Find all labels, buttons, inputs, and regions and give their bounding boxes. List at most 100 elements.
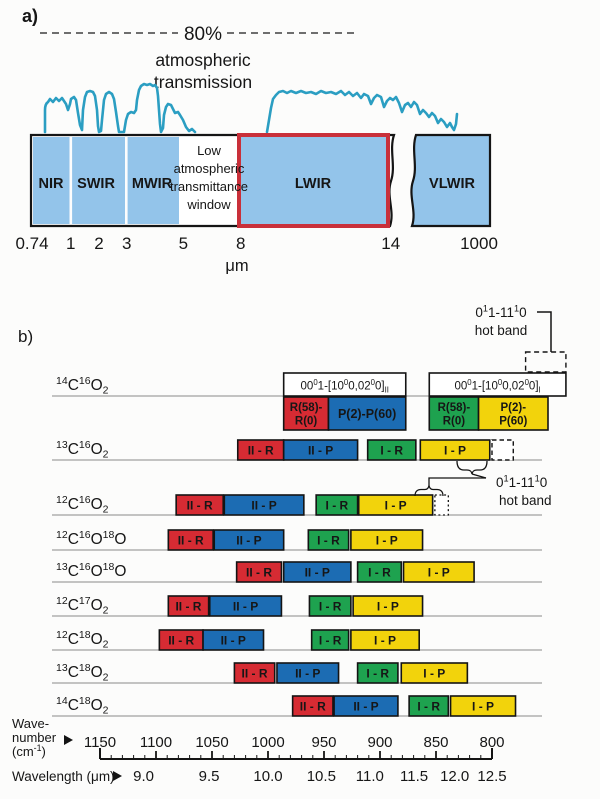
transmission-note-line1: atmospheric [155, 50, 251, 70]
band-bar-label: II - R [168, 633, 194, 647]
band-label-vlwir: VLWIR [429, 176, 475, 192]
wavenumber-tick-label: 1150 [84, 734, 116, 751]
band-labels: NIR SWIR MWIR LWIR VLWIR [39, 176, 476, 192]
band-bar-label: I - P [377, 599, 399, 613]
band-bar-label: P(2)- [500, 402, 526, 414]
wavelength-tick-label: 12.5 [477, 768, 506, 785]
arrow-right-icon [113, 771, 122, 781]
band-bar-I-P [350, 629, 421, 651]
wavenumber-tick-label: 1000 [251, 734, 284, 751]
hot-band-connector-row2 [471, 473, 487, 479]
band-bar-II-R [235, 561, 283, 583]
wavenumber-tick-label: 1050 [195, 734, 228, 751]
wavelength-tick-label: 5 [179, 234, 188, 253]
band-label-nir: NIR [39, 176, 65, 192]
band-bar-label: R(58)- [438, 402, 471, 414]
wavenumber-axis-title: Wave- [12, 716, 49, 731]
isotope-row: 13C16O18O II - R II - P I - R I - P [52, 561, 542, 583]
wavenumber-tick-label: 950 [311, 734, 336, 751]
isotope-row: 12C16O2 II - R II - P I - R I - P [52, 494, 542, 516]
band-bar-label: II - P [221, 633, 246, 647]
band-bar-label: II - P [251, 498, 276, 512]
band-bar-label: I - R [380, 443, 403, 457]
isotope-row: 13C16O2 II - R II - P I - R I - P [52, 439, 542, 461]
band-bar-I-R [356, 561, 403, 583]
band-bar-I-P [402, 561, 475, 583]
band-bar-II-P [333, 695, 399, 717]
transmission-curve-right [265, 89, 459, 134]
band-bar-I-R [366, 439, 417, 461]
hot-band-annotations: 011-1110 hot band 011-1110 hot band [414, 304, 552, 508]
hot-band-mid-line1: 011-1110 [496, 474, 547, 490]
band-bar-label: II - P [295, 666, 320, 680]
hot-band-dotted-extension [434, 494, 449, 516]
band-bar-label: I - P [444, 443, 466, 457]
wavenumber-tick-label: 900 [367, 734, 392, 751]
band-bar-label: P(60) [499, 416, 527, 428]
wavelength-tick-label: 1000 [460, 234, 498, 253]
band-bar-I-P [350, 529, 424, 551]
band-bar-II-R [167, 529, 214, 551]
band-divider-nir-swir [69, 137, 73, 224]
band-bar-label: II - R [175, 599, 201, 613]
band-bar-label: R(0) [295, 416, 318, 428]
band-bar-I-P [352, 595, 424, 617]
hot-band-top-line2: hot band [475, 323, 528, 338]
band-bar-label: I - R [417, 699, 440, 713]
band-fill-nir-swir-mwir [33, 137, 179, 224]
band-bar-label: II - R [300, 699, 326, 713]
band-bar-label: II - P [236, 533, 261, 547]
vibrational-transition-box [428, 372, 567, 397]
isotope-label: 14C16O2 [56, 375, 109, 397]
transmission-note-line2: transmission [154, 72, 252, 92]
band-bar-label: II - R [187, 498, 213, 512]
low-transmittance-note: Low atmospheric transmittance window [170, 143, 248, 212]
wavelength-tick-label: 2 [94, 234, 103, 253]
band-bar-label: II - P [308, 443, 333, 457]
band-bar-II-R [291, 695, 334, 717]
hot-band-top-connector [537, 311, 552, 352]
band-bar-label: II - R [178, 533, 204, 547]
hot-band-brace-row2 [456, 460, 488, 475]
band-bar-II-R [175, 494, 225, 516]
isotope-label: 12C17O2 [56, 595, 109, 617]
vibrational-transition-label: 0001-[1000,0200]I [454, 378, 540, 394]
band-bar-label: I - R [366, 666, 389, 680]
band-bar-I-R [408, 695, 450, 717]
wavelength-tick-label: 11.5 [400, 768, 428, 785]
transmission-curve-left [43, 82, 197, 134]
wavenumber-axis-title: number [12, 730, 57, 745]
isotope-label: 12C16O2 [56, 494, 109, 516]
band-bar-label: II - R [248, 443, 274, 457]
window-note-line: window [186, 197, 231, 212]
isotope-label: 12C18O2 [56, 629, 109, 651]
band-bar-I-R [356, 662, 399, 684]
vibrational-transition-label: 0001-[1000,0200]II [301, 378, 389, 394]
band-bar-label: P(2)-P(60) [338, 407, 396, 421]
wavelength-tick-label: 12.0 [440, 768, 469, 785]
hot-band-dashed-extension [491, 439, 514, 461]
wavelength-tick-label: 1 [66, 234, 75, 253]
band-bar-I-R [307, 529, 350, 551]
band-bar-II-P [282, 439, 359, 461]
wavelength-tick-label: 10.5 [307, 768, 336, 785]
window-note-line: atmospheric [174, 161, 245, 176]
band-bar-label: I - P [472, 699, 494, 713]
isotope-label: 13C16O2 [56, 439, 109, 461]
band-bar-label: I - P [376, 533, 398, 547]
band-bar-label: II - P [353, 699, 378, 713]
wavenumber-axis-unit: (cm-1) [12, 743, 46, 759]
isotope-label: 13C16O18O [56, 561, 126, 580]
band-bar-label: II - R [246, 565, 272, 579]
band-vlwir-box [410, 133, 492, 228]
hot-band-connector-row3 [428, 477, 486, 486]
wavenumber-tick-label: 850 [423, 734, 448, 751]
band-bar-label: I - P [423, 666, 445, 680]
band-label-lwir: LWIR [295, 176, 332, 192]
wavenumber-tick-label: 1100 [140, 734, 172, 751]
band-bar-I-R [315, 494, 359, 516]
band-bar-label: I - R [326, 498, 349, 512]
band-bar-label: I - R [319, 599, 342, 613]
